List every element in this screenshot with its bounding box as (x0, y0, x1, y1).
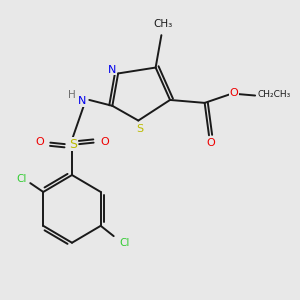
Text: O: O (230, 88, 239, 98)
Text: S: S (69, 138, 77, 151)
Text: H: H (68, 90, 75, 100)
Text: Cl: Cl (119, 238, 130, 248)
Text: N: N (78, 96, 86, 106)
Text: O: O (35, 137, 44, 147)
Text: N: N (108, 65, 116, 75)
Text: O: O (206, 138, 215, 148)
Text: Cl: Cl (16, 174, 27, 184)
Text: CH₃: CH₃ (153, 19, 172, 29)
Text: S: S (136, 124, 143, 134)
Text: O: O (100, 137, 109, 147)
Text: CH₂CH₃: CH₂CH₃ (257, 90, 291, 99)
